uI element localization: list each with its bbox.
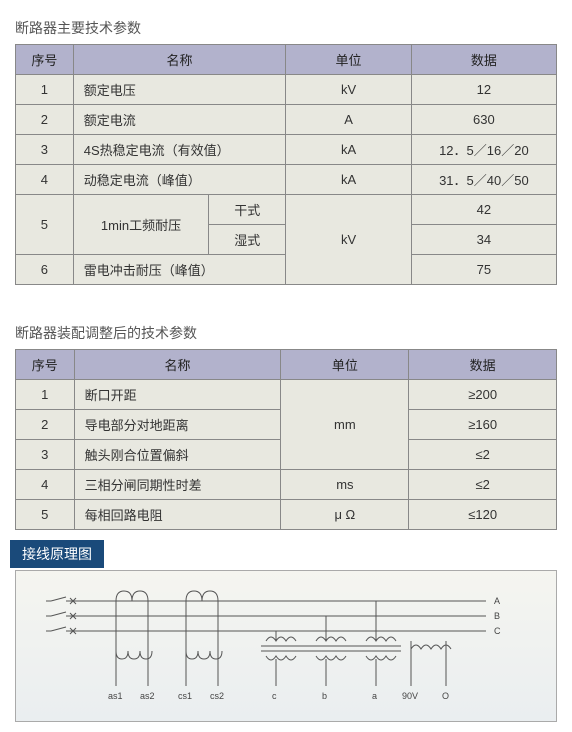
- cell-unit: kV: [286, 195, 411, 285]
- cell-name: 雷电冲击耐压（峰值）: [73, 255, 286, 285]
- table-row: 5 1min工频耐压 干式 kV 42: [16, 195, 557, 225]
- cell-data: 42: [411, 195, 556, 225]
- ct-icon: [186, 591, 222, 686]
- phase-b-label: B: [494, 611, 500, 621]
- table-row: 3 4S热稳定电流（有效值） kA 12．5／16／20: [16, 135, 557, 165]
- cell-unit: ms: [281, 470, 409, 500]
- t2-h-name: 名称: [74, 350, 281, 380]
- cell-data: ≥200: [409, 380, 557, 410]
- cell-unit: A: [286, 105, 411, 135]
- pt-icon: [261, 601, 451, 686]
- cell-data: 630: [411, 105, 556, 135]
- bottom-label: O: [442, 691, 449, 701]
- bottom-label: cs2: [210, 691, 224, 701]
- cell-unit: kA: [286, 165, 411, 195]
- cell-data: 31．5／40／50: [411, 165, 556, 195]
- cell-data: ≤120: [409, 500, 557, 530]
- table2: 序号 名称 单位 数据 1 断口开距 mm ≥200 2 导电部分对地距离 ≥1…: [15, 349, 557, 530]
- cell-data: 12．5／16／20: [411, 135, 556, 165]
- cell-unit: μ Ω: [281, 500, 409, 530]
- cell-seq: 5: [16, 500, 75, 530]
- cell-unit: kV: [286, 75, 411, 105]
- phase-c-label: C: [494, 626, 501, 636]
- cell-seq: 1: [16, 75, 74, 105]
- bottom-label: cs1: [178, 691, 192, 701]
- bottom-label: 90V: [402, 691, 418, 701]
- cell-data: 34: [411, 225, 556, 255]
- t1-h-data: 数据: [411, 45, 556, 75]
- table1-title: 断路器主要技术参数: [15, 18, 557, 38]
- cell-seq: 3: [16, 440, 75, 470]
- cell-name: 额定电流: [73, 105, 286, 135]
- cell-name: 动稳定电流（峰值）: [73, 165, 286, 195]
- cell-name: 每相回路电阻: [74, 500, 281, 530]
- ct-icon: [116, 591, 152, 686]
- cell-data: ≥160: [409, 410, 557, 440]
- cell-seq: 1: [16, 380, 75, 410]
- cell-sub: 湿式: [209, 225, 286, 255]
- cell-name: 断口开距: [74, 380, 281, 410]
- cell-data: 12: [411, 75, 556, 105]
- table-row: 1 断口开距 mm ≥200: [16, 380, 557, 410]
- phase-a-label: A: [494, 596, 500, 606]
- t2-h-data: 数据: [409, 350, 557, 380]
- cell-seq: 2: [16, 410, 75, 440]
- cell-name: 1min工频耐压: [73, 195, 209, 255]
- cell-seq: 4: [16, 470, 75, 500]
- table-row: 5 每相回路电阻 μ Ω ≤120: [16, 500, 557, 530]
- t1-h-name: 名称: [73, 45, 286, 75]
- cell-seq: 6: [16, 255, 74, 285]
- cell-unit: mm: [281, 380, 409, 470]
- wiring-diagram: A B C: [15, 570, 557, 722]
- cell-data: ≤2: [409, 470, 557, 500]
- table-row: 4 动稳定电流（峰值） kA 31．5／40／50: [16, 165, 557, 195]
- cell-sub: 干式: [209, 195, 286, 225]
- table-row: 4 三相分闸同期性时差 ms ≤2: [16, 470, 557, 500]
- table1: 序号 名称 单位 数据 1 额定电压 kV 12 2 额定电流 A 630 3 …: [15, 44, 557, 285]
- bottom-label: as2: [140, 691, 155, 701]
- cell-unit: kA: [286, 135, 411, 165]
- cell-name: 导电部分对地距离: [74, 410, 281, 440]
- cell-seq: 4: [16, 165, 74, 195]
- bottom-label: a: [372, 691, 377, 701]
- bottom-label: c: [272, 691, 277, 701]
- cell-name: 4S热稳定电流（有效值）: [73, 135, 286, 165]
- table-row: 2 额定电流 A 630: [16, 105, 557, 135]
- t2-h-seq: 序号: [16, 350, 75, 380]
- cell-name: 触头刚合位置偏斜: [74, 440, 281, 470]
- cell-name: 额定电压: [73, 75, 286, 105]
- cell-name: 三相分闸同期性时差: [74, 470, 281, 500]
- bottom-label: b: [322, 691, 327, 701]
- table-row: 1 额定电压 kV 12: [16, 75, 557, 105]
- wiring-title: 接线原理图: [10, 540, 104, 568]
- table2-title: 断路器装配调整后的技术参数: [15, 323, 557, 343]
- cell-data: ≤2: [409, 440, 557, 470]
- cell-data: 75: [411, 255, 556, 285]
- t2-h-unit: 单位: [281, 350, 409, 380]
- bottom-label: as1: [108, 691, 123, 701]
- t1-h-seq: 序号: [16, 45, 74, 75]
- cell-seq: 2: [16, 105, 74, 135]
- t1-h-unit: 单位: [286, 45, 411, 75]
- cell-seq: 3: [16, 135, 74, 165]
- cell-seq: 5: [16, 195, 74, 255]
